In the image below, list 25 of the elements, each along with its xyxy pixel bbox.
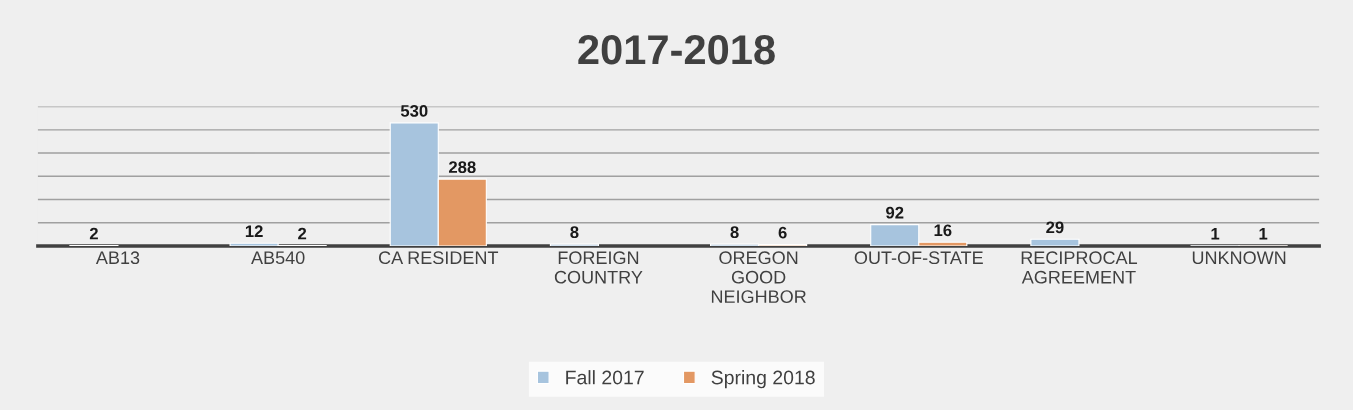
- legend-label: Spring 2018: [711, 370, 815, 389]
- x-tick-label: AB13: [95, 251, 140, 265]
- data-label: 8: [570, 226, 579, 239]
- data-label: 6: [778, 226, 787, 239]
- x-tick-label: AB540: [251, 251, 305, 265]
- data-label: 1: [1259, 228, 1268, 240]
- data-label: 29: [1046, 221, 1064, 234]
- data-label: 16: [934, 224, 952, 237]
- data-label: 92: [886, 206, 904, 219]
- x-tick-label: FOREIGN COUNTRY: [554, 251, 643, 284]
- data-label: 12: [245, 225, 263, 237]
- data-label: 8: [730, 226, 739, 239]
- x-tick-label: UNKNOWN: [1192, 251, 1286, 265]
- x-tick-label: OUT-OF-STATE: [854, 251, 983, 265]
- x-tick-label: RECIPROCAL AGREEMENT: [1021, 251, 1138, 284]
- chart-title: 2017-2018: [578, 34, 775, 65]
- data-label: 530: [400, 104, 428, 117]
- bar: [1030, 238, 1080, 246]
- legend-label: Fall 2017: [566, 370, 644, 385]
- data-label: 288: [448, 161, 476, 174]
- data-label: 2: [298, 227, 307, 240]
- x-tick-label: CA RESIDENT: [379, 251, 499, 265]
- data-label: 2: [89, 227, 98, 240]
- data-label: 1: [1211, 228, 1220, 240]
- x-tick-label: OREGON GOOD NEIGHBOR: [711, 251, 806, 304]
